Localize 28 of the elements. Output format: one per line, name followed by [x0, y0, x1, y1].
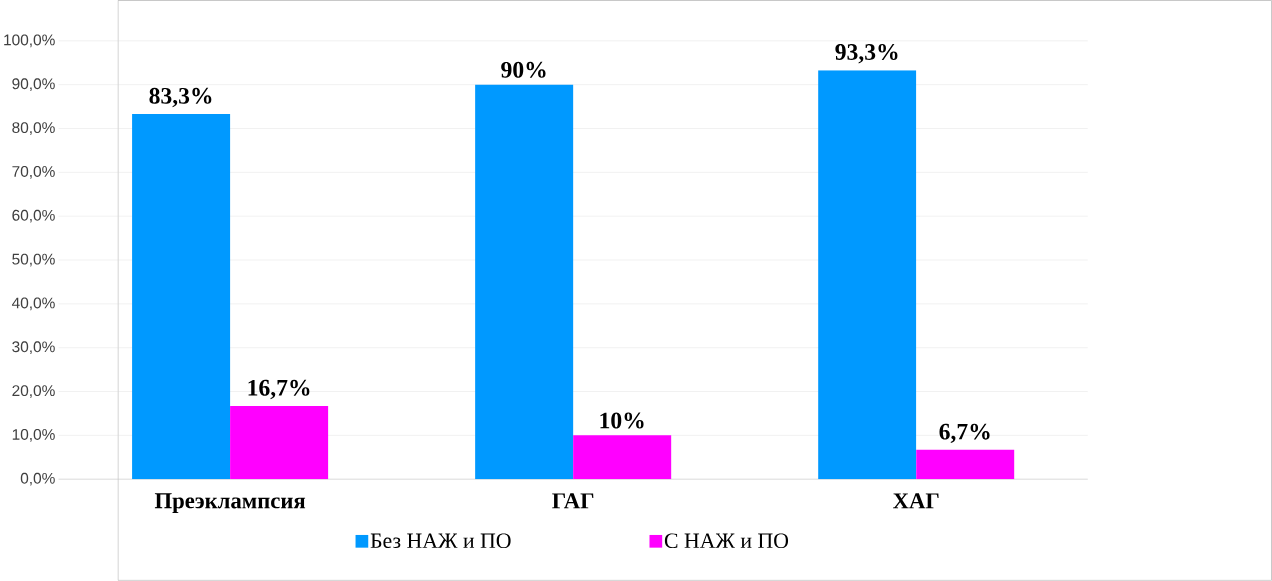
bar: [916, 449, 1015, 480]
bar: [132, 114, 231, 480]
y-tick-label: 0,0%: [20, 472, 55, 486]
bar: [818, 70, 917, 480]
y-tick-label: 60,0%: [12, 209, 55, 223]
y-tick-label: 90,0%: [12, 78, 55, 92]
bar: [475, 84, 574, 480]
bar: [573, 435, 672, 480]
x-tick-label: Преэклампсия: [154, 493, 306, 514]
y-tick-label: 40,0%: [11, 297, 55, 311]
y-tick-label: 100,0%: [4, 34, 55, 48]
y-tick-label: 30,0%: [12, 341, 55, 355]
y-tick-label: 20,0%: [12, 385, 55, 398]
legend-label: С НАЖ и ПО: [664, 533, 789, 549]
y-tick-label: 70,0%: [12, 166, 55, 179]
data-label: 16,7%: [248, 379, 310, 400]
data-label: 83,3%: [149, 87, 212, 108]
x-tick-label: ГАГ: [552, 493, 594, 509]
y-tick-label: 10,0%: [12, 429, 55, 442]
x-tick-label: ХАГ: [893, 493, 939, 509]
legend-label: Без НАЖ и ПО: [370, 533, 511, 549]
data-label: 93,3%: [835, 44, 898, 64]
y-tick-label: 50,0%: [12, 253, 55, 267]
data-label: 90%: [501, 61, 546, 78]
bar: [230, 406, 329, 480]
data-label: 6,7%: [939, 423, 990, 444]
y-tick-label: 80,0%: [12, 122, 55, 135]
data-label: 10%: [600, 412, 644, 429]
